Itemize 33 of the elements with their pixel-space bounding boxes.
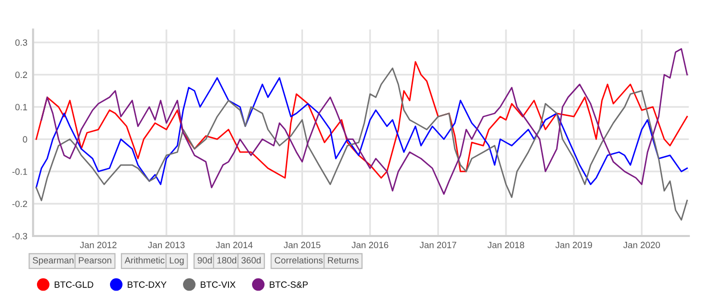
legend-label: BTC-S&P (270, 281, 308, 288)
x-tick-label: Jan 2013 (148, 242, 185, 248)
x-tick-label: Jan 2019 (555, 242, 592, 248)
line-series (36, 77, 688, 188)
text: Spearman (32, 257, 74, 266)
x-tick-label: Jan 2012 (80, 242, 116, 248)
text: 180d (217, 256, 236, 264)
line-series (36, 61, 688, 179)
text: Log (170, 257, 184, 266)
y-tick-label: 0.3 (15, 39, 28, 46)
y-tick-label: -0.3 (12, 232, 28, 240)
x-tick-label: Jan 2017 (420, 242, 456, 248)
line-series (40, 48, 688, 195)
text: Correlations (274, 256, 323, 264)
x-tick-label: Jan 2018 (488, 242, 524, 248)
y-tick-label: 0.2 (15, 72, 28, 78)
x-tick-label: Jan 2015 (284, 242, 320, 248)
legend-label: BTC-VIX (200, 281, 236, 288)
legend-label: BTC-GLD (54, 281, 94, 288)
legend-label: BTC-DXY (128, 281, 166, 288)
y-tick-label: -0.2 (12, 200, 28, 208)
text: 360d (241, 256, 261, 264)
text: Pearson (78, 257, 112, 264)
text: Returns (328, 257, 359, 264)
x-tick-label: Jan 2016 (352, 242, 388, 248)
y-tick-label: -0.1 (12, 168, 28, 175)
text: 90d (198, 256, 212, 264)
y-tick-label: 0 (22, 136, 28, 143)
line-series (36, 68, 688, 221)
x-tick-label: Jan 2020 (623, 242, 660, 248)
x-tick-label: Jan 2014 (216, 242, 253, 248)
y-tick-label: 0.1 (15, 104, 28, 110)
text: Arithmetic (124, 256, 165, 264)
